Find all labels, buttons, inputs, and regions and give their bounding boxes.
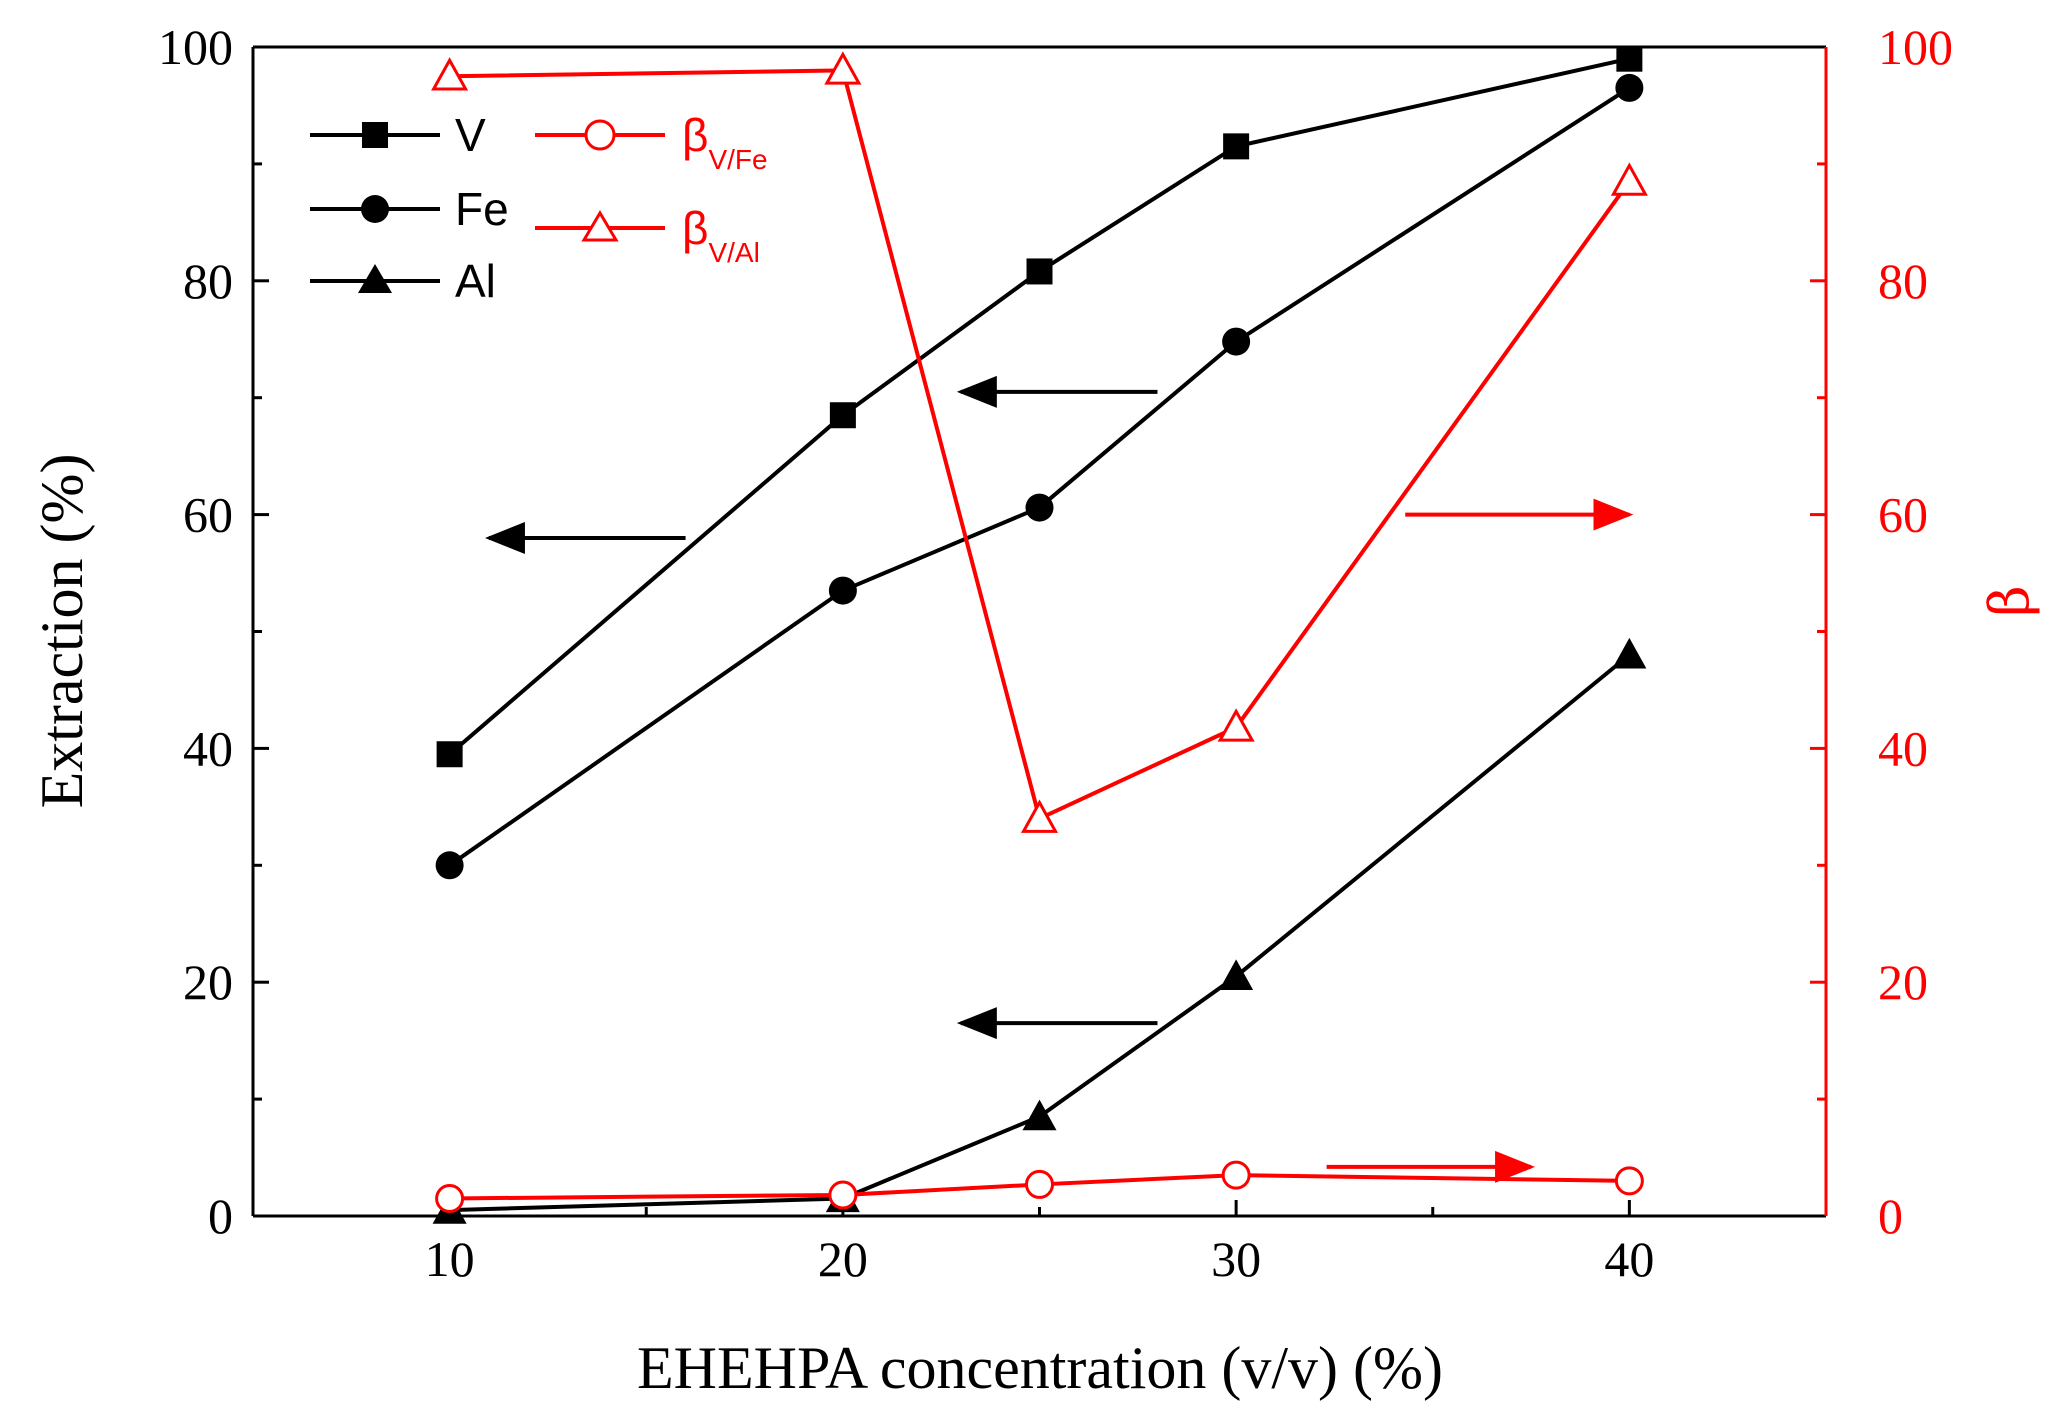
point-fe-30: [1222, 327, 1251, 356]
series-al: [432, 637, 1647, 1224]
legend-label-v: V: [455, 109, 486, 161]
legend-marker-beta-v-al: [581, 210, 619, 242]
y-tick-label-80: 80: [183, 253, 233, 309]
series-v-al: [431, 51, 1648, 833]
legend-label-fe: Fe: [455, 183, 509, 235]
point-al-40: [1612, 637, 1647, 669]
y-tick-label-0: 0: [208, 1188, 233, 1244]
legend-label-beta-v-al: βV/Al: [682, 202, 760, 268]
point-v-fe-20: [828, 1180, 858, 1210]
point-v-40: [1616, 45, 1643, 72]
point-al-25: [1022, 1099, 1057, 1131]
y-tick-label-100: 100: [158, 19, 233, 75]
x-tick-label-40: 40: [1604, 1231, 1654, 1287]
point-v-fe-30: [1221, 1160, 1251, 1190]
series-line-v: [448, 56, 1630, 756]
point-v-fe-40: [1614, 1166, 1644, 1196]
series-v: [436, 45, 1643, 768]
point-fe-40: [1615, 73, 1644, 102]
legend-marker-beta-v-fe: [584, 119, 616, 151]
y-axis-title: Extraction (%): [29, 454, 95, 809]
y2-tick-label-0: 0: [1878, 1188, 1903, 1244]
legend-label-al: Al: [455, 255, 496, 307]
point-fe-25: [1025, 493, 1054, 522]
point-v-10: [436, 741, 463, 768]
legend-label-beta-v-al-main: β: [682, 202, 708, 254]
point-v-al-40: [1610, 162, 1648, 196]
legend-label-beta-v-fe-main: β: [682, 109, 708, 161]
point-al-30: [1219, 959, 1254, 990]
x-tick-label-10: 10: [425, 1231, 475, 1287]
legend-marker-fe: [361, 195, 389, 223]
legend-label-beta-v-fe-sub: V/Fe: [708, 144, 767, 175]
legend: V Fe Al βV/Fe βV/Al: [310, 109, 768, 307]
series-fe: [435, 73, 1644, 880]
legend-item-v: V: [310, 109, 486, 161]
point-v-20: [829, 402, 856, 429]
series-v-fe: [435, 1160, 1644, 1213]
point-v-25: [1026, 258, 1053, 285]
point-v-al-25: [1020, 799, 1059, 833]
legend-item-beta-v-fe: βV/Fe: [535, 109, 768, 175]
point-v-al-30: [1217, 708, 1255, 742]
point-v-fe-25: [1025, 1169, 1054, 1199]
x-tick-label-20: 20: [818, 1231, 868, 1287]
legend-label-beta-v-fe: βV/Fe: [682, 109, 768, 175]
point-v-30: [1223, 133, 1250, 160]
y-tick-label-20: 20: [183, 954, 233, 1010]
y-tick-label-40: 40: [183, 720, 233, 776]
legend-item-fe: Fe: [310, 183, 509, 235]
legend-item-al: Al: [310, 255, 496, 307]
ticks-layer: 10 20 30 40 0 20 40 60 80 100 0 20 40 60 80 100: [158, 19, 1953, 1287]
y2-tick-label-20: 20: [1878, 954, 1928, 1010]
legend-item-beta-v-al: βV/Al: [535, 202, 760, 268]
y2-tick-label-60: 60: [1878, 487, 1928, 543]
series-line-fe: [448, 86, 1631, 867]
y2-tick-label-40: 40: [1878, 720, 1928, 776]
y2-axis-title: β: [1978, 585, 2041, 616]
arrows-layer: [484, 375, 1634, 1183]
x-tick-label-30: 30: [1211, 1231, 1261, 1287]
legend-marker-al: [358, 264, 392, 293]
point-v-al-10: [431, 57, 469, 91]
y2-tick-label-80: 80: [1878, 253, 1928, 309]
legend-label-beta-v-al-sub: V/Al: [708, 237, 759, 268]
point-v-fe-10: [435, 1183, 465, 1213]
series-layer: [431, 45, 1648, 1224]
y-tick-label-60: 60: [183, 487, 233, 543]
legend-marker-v: [362, 122, 388, 148]
y2-tick-label-100: 100: [1878, 19, 1953, 75]
series-line-v-al: [449, 68, 1631, 822]
point-fe-10: [435, 851, 464, 880]
point-v-al-20: [824, 51, 862, 85]
point-fe-20: [828, 576, 857, 605]
x-axis-title: EHEHPA concentration (v/v) (%): [637, 1335, 1443, 1401]
